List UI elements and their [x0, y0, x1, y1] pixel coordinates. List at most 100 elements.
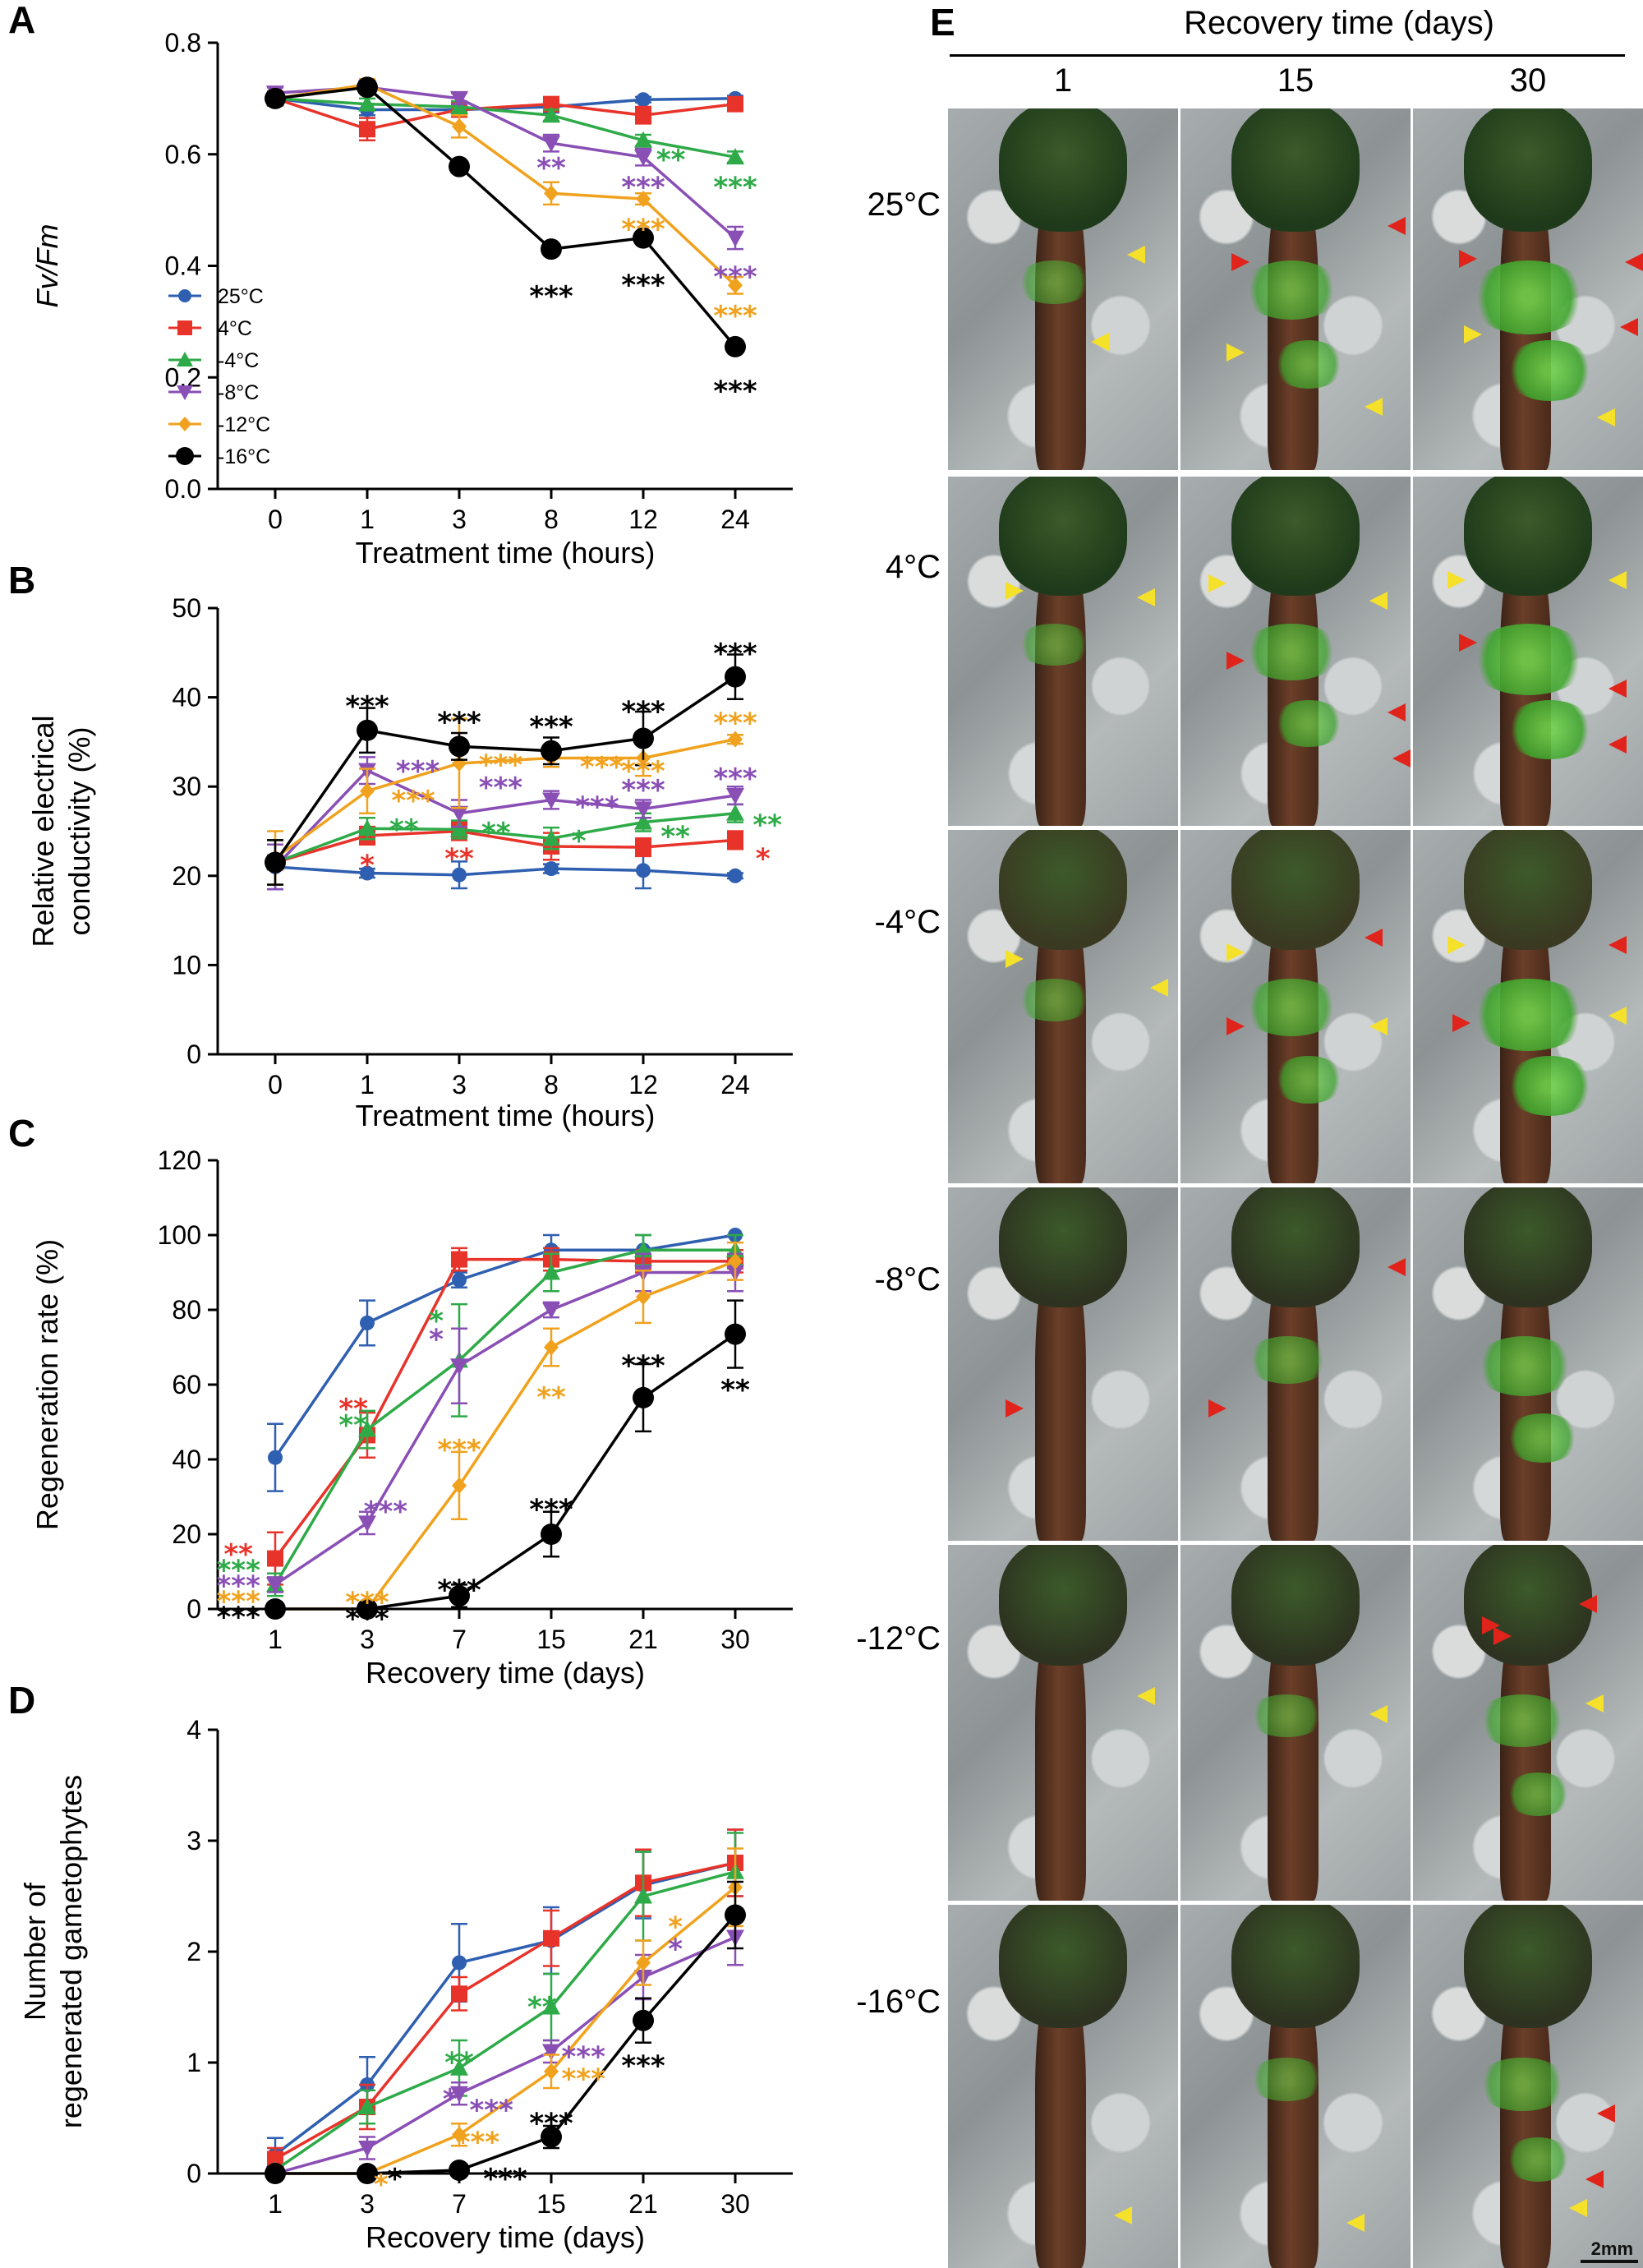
y-axis-title: regenerated gametophytes	[54, 1775, 88, 2128]
regenerated-arrow-icon	[1226, 1016, 1245, 1035]
significance-label: ***	[713, 172, 757, 205]
new-shoot-arrow-icon	[1090, 332, 1109, 351]
x-tick-label: 1	[360, 1070, 375, 1099]
y-tick-label: 60	[172, 1370, 201, 1399]
series-line-5	[275, 1914, 737, 2175]
significance-label: **	[660, 821, 690, 854]
data-point	[265, 2163, 286, 2184]
significance-label: ***	[529, 2108, 573, 2141]
new-shoot-arrow-icon	[1369, 592, 1388, 611]
data-point	[542, 1263, 560, 1280]
row-label: 25°C	[867, 187, 941, 223]
panel-letter: A	[8, 0, 35, 41]
significance-label: ***	[621, 172, 665, 205]
data-point	[725, 335, 746, 357]
regenerated-shoot	[1014, 623, 1094, 666]
x-tick-label: 15	[536, 2189, 566, 2219]
data-point	[635, 107, 651, 124]
regenerated-shoot	[1273, 700, 1345, 747]
y-tick-label: 0.0	[165, 474, 201, 504]
panel-letter-e: E	[930, 1, 955, 44]
data-point	[544, 185, 559, 202]
moss-crown	[998, 477, 1128, 596]
new-shoot-arrow-icon	[1585, 1694, 1604, 1713]
y-tick-label: 20	[172, 861, 201, 891]
regenerated-shoot	[1240, 260, 1342, 320]
regenerated-shoot	[1273, 339, 1345, 389]
data-point	[266, 1577, 284, 1594]
data-point	[725, 1323, 746, 1345]
significance-label: ***	[562, 2063, 606, 2096]
regenerated-arrow-icon	[1578, 1594, 1597, 1613]
series-line-1	[274, 829, 736, 864]
regenerated-arrow-icon	[1392, 749, 1411, 768]
x-tick-label: 21	[628, 1625, 658, 1654]
panel-letter: B	[8, 559, 35, 602]
moss-photo	[1180, 1187, 1411, 1541]
y-tick-label: 4	[186, 1715, 201, 1745]
new-shoot-arrow-icon	[1226, 343, 1245, 362]
panel-letter: D	[8, 1679, 35, 1722]
y-tick-label: 0	[186, 2159, 201, 2188]
significance-label: ***	[621, 269, 665, 302]
moss-crown	[1231, 477, 1360, 596]
y-tick-label: 0.6	[165, 140, 201, 169]
series-line-5	[275, 1333, 736, 1611]
significance-label: **	[536, 1381, 566, 1414]
data-point	[542, 136, 560, 153]
x-tick-label: 7	[452, 2189, 467, 2219]
significance-label: ***	[479, 772, 523, 804]
x-tick-label: 3	[452, 505, 467, 534]
x-tick-label: 1	[268, 1625, 283, 1654]
data-point	[636, 92, 651, 108]
data-point	[542, 1302, 560, 1319]
moss-photo	[948, 108, 1178, 470]
new-shoot-arrow-icon	[1447, 936, 1466, 954]
data-point	[635, 839, 651, 856]
series-line-2	[274, 97, 736, 159]
legend: 25°C 4°C -4°C -8°C -12°C -16°C	[168, 285, 270, 468]
moss-crown	[1231, 830, 1360, 951]
data-point	[542, 1998, 560, 2015]
y-tick-label: 3	[186, 1826, 201, 1855]
legend-marker	[178, 417, 191, 431]
y-tick-label: 0	[186, 1594, 201, 1624]
data-point	[634, 1887, 652, 1904]
significance-label: ***	[621, 2049, 665, 2082]
data-point	[633, 227, 654, 249]
significance-label: ***	[529, 280, 573, 313]
moss-crown	[998, 1187, 1128, 1308]
data-point	[449, 735, 470, 758]
x-tick-label: 21	[628, 2189, 658, 2219]
series-line-1	[274, 1861, 736, 2160]
significance-label: ***	[529, 711, 573, 744]
significance-label: ***	[479, 749, 523, 782]
data-point	[450, 805, 468, 823]
data-point	[449, 155, 470, 177]
significance-label: **	[536, 152, 566, 185]
new-shoot-arrow-icon	[1226, 943, 1245, 961]
regenerated-arrow-icon	[1231, 253, 1250, 271]
data-point	[543, 1929, 559, 1947]
significance-label: ***	[391, 785, 435, 818]
regenerated-shoot	[1014, 978, 1094, 1021]
moss-photo	[948, 1187, 1178, 1541]
data-point	[360, 782, 375, 800]
legend-marker	[176, 447, 194, 465]
legend-label: -4°C	[218, 349, 259, 372]
series-line-2	[274, 812, 736, 864]
data-point	[450, 90, 468, 108]
significance-label: ***	[529, 1494, 573, 1527]
data-point	[726, 148, 744, 165]
data-point	[265, 1598, 286, 1620]
moss-photo	[948, 477, 1178, 826]
data-point	[452, 1477, 467, 1494]
data-point	[357, 76, 378, 99]
x-axis-title: Recovery time (days)	[366, 1656, 645, 1689]
regenerated-shoot	[1505, 1772, 1572, 1816]
data-point	[728, 1252, 743, 1270]
significance-label: ***	[456, 2126, 500, 2159]
legend-label: -16°C	[218, 445, 270, 468]
new-shoot-arrow-icon	[1447, 570, 1466, 589]
series-line-5	[274, 85, 737, 348]
